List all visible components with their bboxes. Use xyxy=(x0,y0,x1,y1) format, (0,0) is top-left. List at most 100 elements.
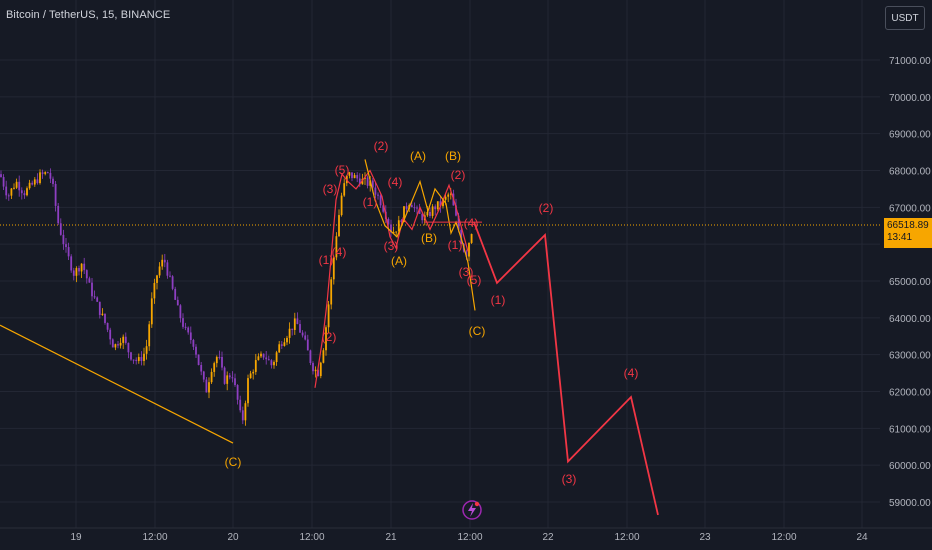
current-price-value: 66518.89 xyxy=(887,220,929,231)
candle-body xyxy=(288,328,291,338)
candle-body xyxy=(371,180,374,188)
candle-body xyxy=(299,324,301,333)
wave-label: (4) xyxy=(332,245,347,259)
time-tick-label: 19 xyxy=(70,532,82,543)
candle-body xyxy=(249,373,252,379)
candle-body xyxy=(174,288,177,300)
time-axis[interactable]: 19 12:00 20 12:00 21 12:00 22 12:00 23 12:00 24 xyxy=(0,527,932,543)
candle-body xyxy=(275,352,278,363)
candle-body xyxy=(358,178,361,185)
candle-body xyxy=(234,378,236,386)
price-axis[interactable]: 71000.00 70000.00 69000.00 68000.00 67000.00… xyxy=(880,0,932,550)
candle-body xyxy=(416,207,418,209)
candle-body xyxy=(54,183,57,206)
candle-body xyxy=(335,236,338,258)
price-tick-label: 62000.00 xyxy=(889,388,931,399)
candle-body xyxy=(403,206,405,223)
currency-button[interactable]: USDT xyxy=(885,6,925,30)
wave-label: (4) xyxy=(624,366,639,380)
candle-body xyxy=(93,296,96,298)
candle-body xyxy=(176,299,179,306)
wave-label: (C) xyxy=(225,455,242,469)
candle-body xyxy=(145,346,148,354)
price-tick-label: 68000.00 xyxy=(889,167,931,178)
wave-label: (A) xyxy=(410,149,426,163)
candle-body xyxy=(67,247,70,257)
candle-body xyxy=(465,251,468,257)
wave-line-red-history[interactable] xyxy=(314,169,469,388)
candle-body xyxy=(390,224,392,233)
candle-body xyxy=(208,382,210,393)
candlestick-series xyxy=(0,168,473,426)
candle-body xyxy=(5,186,8,196)
candle-body xyxy=(455,205,457,216)
wave-label: (1) xyxy=(319,253,334,267)
candle-body xyxy=(57,205,60,224)
candle-body xyxy=(182,318,184,327)
current-price-tag: 66518.89 13:41 xyxy=(884,218,932,248)
wave-label: (B) xyxy=(445,149,461,163)
candle-body xyxy=(62,234,65,245)
candle-body xyxy=(130,352,132,360)
candle-body xyxy=(44,172,47,174)
elliott-wave-drawings[interactable] xyxy=(0,159,659,516)
wave-label: (2) xyxy=(322,330,337,344)
candle-body xyxy=(413,207,416,209)
candle-body xyxy=(379,195,382,206)
candle-body xyxy=(392,232,395,234)
candle-body xyxy=(156,275,158,283)
wave-line-orange-abc[interactable] xyxy=(364,159,476,311)
wave-label: (5) xyxy=(467,273,482,287)
wave-line-orange-left[interactable] xyxy=(0,324,234,444)
wave-line-red-projection[interactable] xyxy=(473,221,659,516)
candle-body xyxy=(171,276,174,289)
candle-body xyxy=(431,206,434,216)
candle-body xyxy=(96,297,99,302)
candle-body xyxy=(195,346,197,355)
lightning-icon[interactable] xyxy=(462,500,482,520)
candle-body xyxy=(317,369,320,377)
candle-body xyxy=(26,188,28,196)
candle-body xyxy=(247,378,249,404)
candle-body xyxy=(338,215,340,237)
price-tick-label: 61000.00 xyxy=(889,424,931,435)
candle-body xyxy=(291,328,294,330)
candle-body xyxy=(418,208,421,214)
candle-body xyxy=(80,263,83,272)
wave-label: (2) xyxy=(451,168,466,182)
candle-body xyxy=(221,356,223,368)
time-tick-label: 12:00 xyxy=(457,532,482,543)
price-tick-label: 60000.00 xyxy=(889,461,931,472)
candle-body xyxy=(52,178,54,184)
candle-body xyxy=(179,305,182,319)
candle-body xyxy=(215,356,218,364)
candle-body xyxy=(72,270,75,276)
candle-body xyxy=(88,278,91,283)
candle-body xyxy=(283,342,286,346)
time-tick-label: 12:00 xyxy=(142,532,167,543)
candle-body xyxy=(382,205,385,212)
candle-body xyxy=(7,195,10,197)
candle-body xyxy=(314,369,317,372)
wave-label: (2) xyxy=(374,139,389,153)
candle-body xyxy=(205,379,208,393)
candle-body xyxy=(140,357,143,361)
candle-body xyxy=(122,336,125,343)
candle-body xyxy=(104,313,106,323)
candle-body xyxy=(369,180,372,186)
candle-body xyxy=(200,365,203,372)
candle-body xyxy=(286,337,288,343)
candle-body xyxy=(304,335,307,340)
candle-body xyxy=(109,329,112,340)
candle-body xyxy=(197,354,200,366)
candle-body xyxy=(236,385,239,400)
candle-body xyxy=(163,259,166,263)
candle-body xyxy=(2,177,5,187)
wave-label: (2) xyxy=(539,201,554,215)
candle-body xyxy=(210,371,213,383)
candle-body xyxy=(231,377,234,379)
wave-label: (1) xyxy=(363,195,378,209)
candle-body xyxy=(377,194,379,196)
candle-body xyxy=(262,353,265,358)
